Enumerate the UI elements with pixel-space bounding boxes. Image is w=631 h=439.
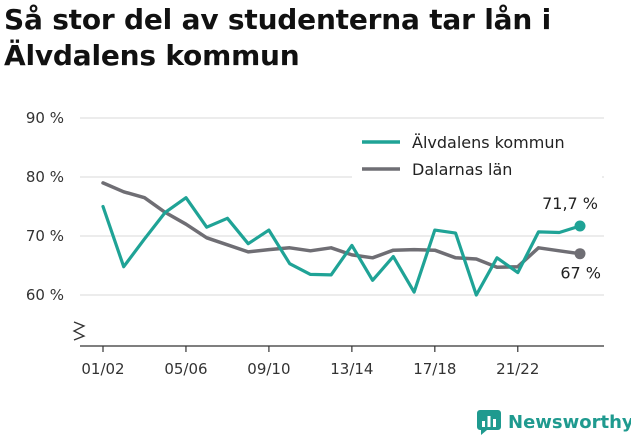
series-line-0 [101,196,582,297]
legend: Älvdalens kommun Dalarnas län [352,130,602,180]
x-tick-label: 05/06 [164,360,207,378]
legend-background [352,130,602,180]
x-tick-label: 17/18 [413,360,456,378]
chart-title: Så stor del av studenterna tar lån i Älv… [4,3,552,72]
series-line-1 [101,181,582,270]
x-tick-label: 13/14 [330,360,373,378]
legend-label-0: Älvdalens kommun [412,133,565,152]
brand-name: Newsworthy [508,411,631,433]
x-tick-label: 09/10 [247,360,290,378]
y-tick-label: 90 % [26,109,64,127]
series-end-point-0 [574,220,586,232]
series-end-label-0: 71,7 % [542,194,598,213]
newsworthy-icon [477,410,501,435]
x-axis: 01/02 05/06 09/10 13/14 17/18 21/22 [72,321,604,378]
series-lines: 67 % 71,7 % [101,181,601,297]
legend-label-1: Dalarnas län [412,160,512,179]
y-tick-label: 60 % [26,286,64,304]
y-tick-label: 80 % [26,168,64,186]
series-end-point-1 [574,248,586,260]
x-tick-label: 01/02 [81,360,124,378]
brand-logo: Newsworthy [476,408,631,436]
y-axis: 60 % 70 % 80 % 90 % [26,109,64,304]
y-tick-label: 70 % [26,227,64,245]
x-tick-label: 21/22 [496,360,539,378]
axis-break-icon [72,321,86,341]
series-end-label-1: 67 % [560,264,601,283]
